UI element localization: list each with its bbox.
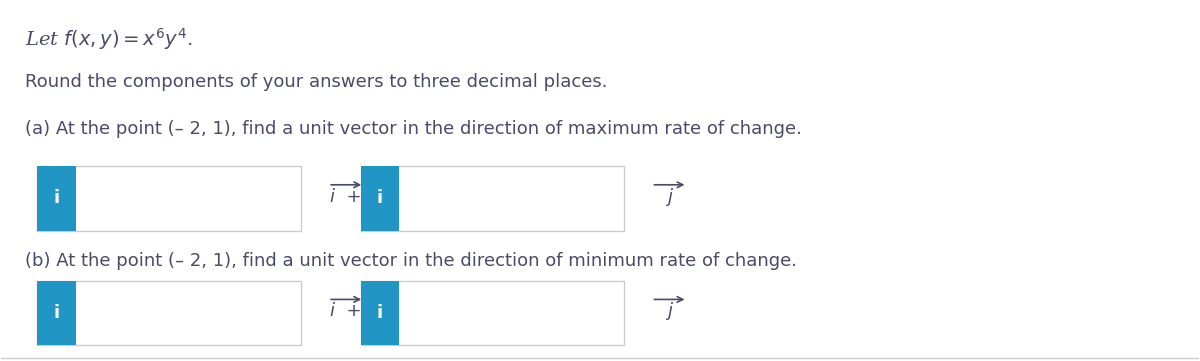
Text: Let $f(x, y) = x^6y^4$.: Let $f(x, y) = x^6y^4$. xyxy=(25,26,193,52)
Text: (a) At the point (– 2, 1), find a unit vector in the direction of maximum rate o: (a) At the point (– 2, 1), find a unit v… xyxy=(25,119,803,138)
Text: i  +: i + xyxy=(330,188,362,206)
FancyBboxPatch shape xyxy=(360,166,624,231)
FancyBboxPatch shape xyxy=(360,166,398,231)
FancyBboxPatch shape xyxy=(37,281,301,345)
FancyBboxPatch shape xyxy=(37,281,76,345)
Text: (b) At the point (– 2, 1), find a unit vector in the direction of minimum rate o: (b) At the point (– 2, 1), find a unit v… xyxy=(25,252,797,270)
Text: j: j xyxy=(667,188,672,206)
FancyBboxPatch shape xyxy=(360,281,624,345)
Text: Round the components of your answers to three decimal places.: Round the components of your answers to … xyxy=(25,73,608,91)
Text: i: i xyxy=(53,304,60,322)
Text: i  +: i + xyxy=(330,302,362,320)
Text: j: j xyxy=(667,302,672,320)
Text: i: i xyxy=(53,190,60,208)
FancyBboxPatch shape xyxy=(37,166,301,231)
FancyBboxPatch shape xyxy=(360,281,398,345)
Text: i: i xyxy=(377,190,383,208)
FancyBboxPatch shape xyxy=(37,166,76,231)
Text: i: i xyxy=(377,304,383,322)
